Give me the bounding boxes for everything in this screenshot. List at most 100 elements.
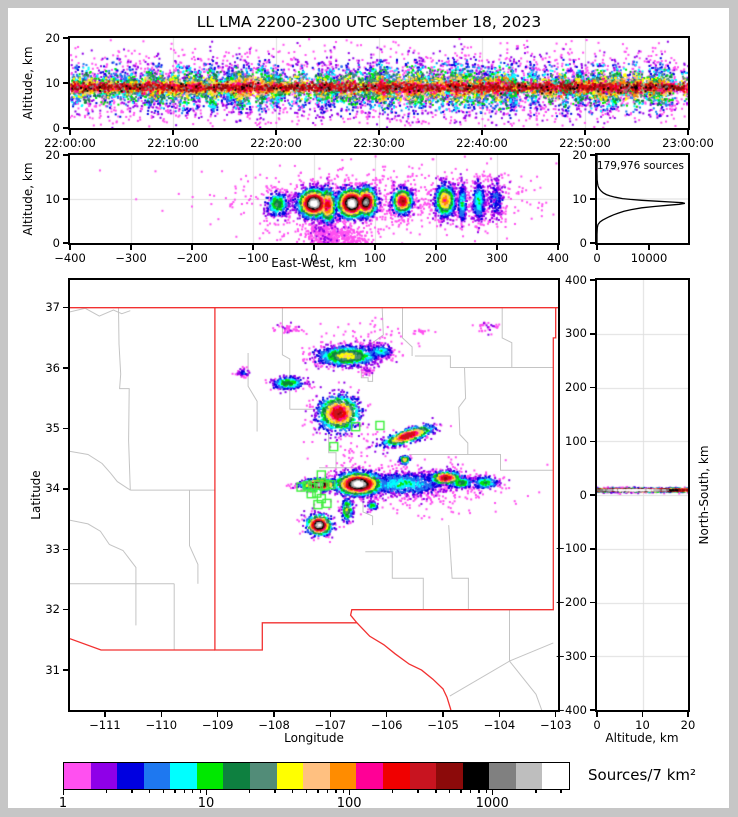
y-tick (63, 198, 68, 200)
x-tick-label: −110 (145, 718, 178, 732)
colorbar-minor-tick (417, 790, 419, 793)
x-tick-label: 22:30:00 (353, 136, 405, 150)
y-tick-label: 32 (45, 602, 60, 617)
colorbar-segment (250, 763, 277, 789)
y-tick-label: −100 (555, 541, 587, 556)
x-tick-label: −106 (370, 718, 403, 732)
y-tick-label: 20 (45, 30, 60, 45)
x-tick (313, 245, 315, 250)
x-tick-label: 22:00:00 (44, 136, 96, 150)
x-tick (648, 245, 650, 250)
colorbar-segment (196, 763, 224, 789)
x-tick-label: 10 (635, 718, 650, 732)
x-tick-label: −105 (427, 718, 459, 732)
x-tick (557, 245, 559, 250)
x-tick-label: 0 (593, 718, 601, 732)
altitude-histogram-panel[interactable]: 0 10000 0 10 20 (572, 148, 690, 265)
colorbar-segment (382, 763, 410, 789)
colorbar-minor-tick (560, 790, 562, 793)
x-tick (442, 712, 444, 717)
source-altitude-histogram (597, 155, 688, 243)
x-tick-label: −100 (237, 251, 269, 265)
y-tick (63, 367, 68, 369)
x-tick-label: 300 (486, 251, 508, 265)
x-tick-label: 400 (547, 251, 569, 265)
y-tick-label: −300 (555, 648, 587, 663)
colorbar-segment (223, 763, 251, 789)
north-south-height-panel[interactable]: 0 10 20 400 300 200 100 0 −100 −200 −300 −400 (555, 273, 695, 732)
x-tick (216, 712, 219, 717)
time-height-plot[interactable] (70, 38, 688, 128)
y-tick (590, 655, 595, 657)
ns-panel-ylabel: North-South, km (697, 445, 711, 545)
x-tick (481, 130, 483, 135)
colorbar-segment (64, 763, 91, 789)
x-tick (596, 712, 598, 717)
plan-view-map-panel[interactable]: −111 −110 −109 −108 −107 −106 −105 −104 −103 31 32… (45, 278, 572, 732)
y-tick-label: 100 (565, 433, 587, 448)
y-tick-label: 31 (45, 662, 60, 677)
x-tick (172, 130, 174, 135)
x-tick (374, 245, 376, 250)
x-tick (435, 245, 437, 250)
x-tick (498, 712, 501, 717)
colorbar-minor-tick (460, 790, 462, 793)
x-tick-label: −111 (89, 718, 121, 732)
y-tick-label: 0 (579, 487, 587, 502)
x-tick-label: 22:50:00 (559, 136, 611, 150)
colorbar-tick-label: 1000 (475, 796, 509, 811)
map-ylabel: Latitude (29, 470, 43, 520)
colorbar-minor-tick (149, 790, 151, 793)
colorbar-minor-tick (535, 790, 537, 793)
colorbar-minor-tick (435, 790, 437, 793)
y-tick-label: 10 (45, 191, 60, 206)
map-plot[interactable] (70, 280, 558, 710)
colorbar (63, 762, 570, 790)
colorbar-minor-tick (335, 790, 337, 793)
y-tick-label: 20 (572, 147, 587, 162)
colorbar-minor-tick (292, 790, 294, 793)
colorbar-minor-tick (342, 790, 344, 793)
colorbar-segment (329, 763, 357, 789)
x-tick (554, 712, 557, 717)
time-height-panel[interactable]: 22:00:00 22:10:00 22:20:00 22:30:00 22:40:00… (44, 31, 714, 150)
colorbar-segment (143, 763, 171, 789)
x-tick-label: 22:20:00 (250, 136, 302, 150)
colorbar-segment (409, 763, 437, 789)
colorbar-minor-tick (478, 790, 480, 793)
y-tick (63, 306, 68, 309)
north-south-height-plot[interactable] (597, 280, 688, 710)
x-tick (275, 130, 277, 135)
colorbar-minor-tick (306, 790, 308, 793)
y-tick-label: 10 (572, 191, 587, 206)
colorbar-tick-label: 10 (197, 796, 215, 811)
colorbar-minor-tick (199, 790, 201, 793)
colorbar-segment (90, 763, 118, 789)
map-xlabel: Longitude (284, 731, 344, 745)
colorbar-segment (542, 763, 569, 789)
y-tick-label: 37 (45, 300, 60, 315)
x-tick (641, 712, 644, 717)
x-tick-label: 200 (425, 251, 447, 265)
east-west-height-plot[interactable] (70, 155, 558, 243)
y-tick (590, 709, 595, 711)
x-tick (130, 245, 132, 250)
y-tick (590, 154, 595, 156)
x-tick (69, 245, 71, 250)
colorbar-minor-tick (183, 790, 186, 793)
x-tick-label: −300 (115, 251, 147, 265)
y-tick-label: 300 (565, 326, 587, 341)
y-tick (63, 608, 68, 611)
colorbar-segment (489, 763, 516, 789)
y-tick (590, 198, 595, 200)
east-west-height-panel[interactable]: −400 −300 −200 −100 0 100 200 300 400 0 10 20 (45, 148, 569, 265)
colorbar-major-tick (63, 790, 65, 795)
y-tick (63, 548, 68, 551)
x-tick (378, 130, 380, 135)
x-tick (584, 130, 586, 135)
x-tick-label: 0 (310, 251, 318, 265)
colorbar-minor-tick (326, 790, 329, 793)
x-tick-label: 22:40:00 (456, 136, 508, 150)
colorbar-segment (276, 763, 304, 789)
